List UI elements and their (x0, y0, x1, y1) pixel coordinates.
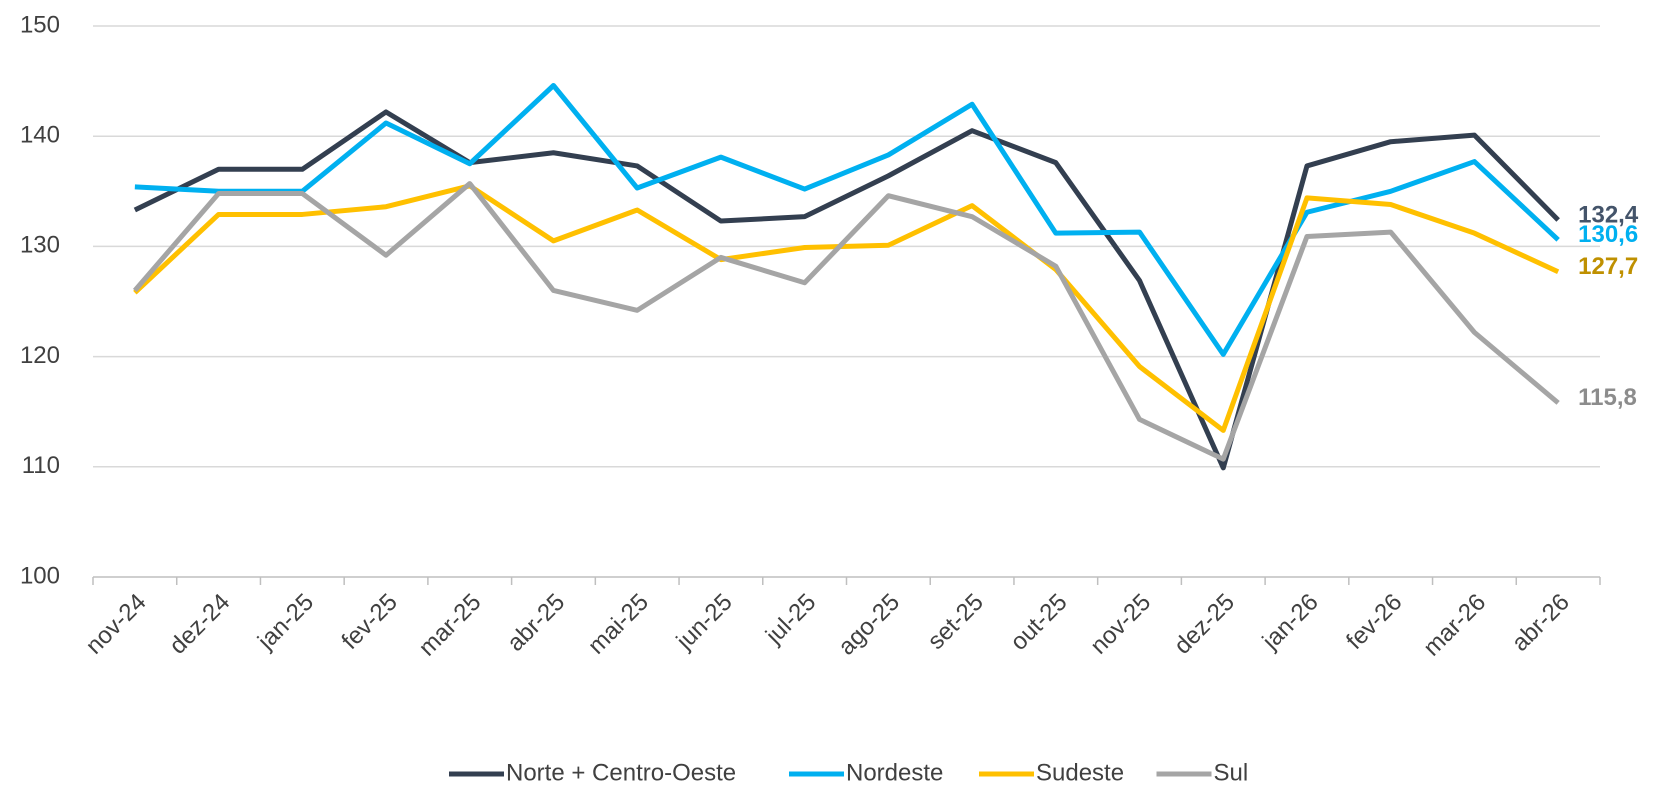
x-tick-label: jun-25 (671, 589, 738, 656)
x-tick-label: mar-25 (414, 589, 487, 662)
legend-label: Sul (1214, 759, 1249, 786)
legend-label: Sudeste (1036, 759, 1124, 786)
series-line (133, 109, 1560, 471)
series-line (133, 183, 1560, 433)
y-tick-label: 140 (20, 122, 60, 149)
x-tick-label: jul-25 (760, 589, 821, 650)
series-line (132, 181, 1560, 462)
x-tick-label: abr-26 (1507, 589, 1575, 657)
y-tick-label: 110 (22, 452, 60, 479)
x-tick-label: ago-25 (833, 589, 905, 661)
y-tick-label: 120 (20, 342, 60, 369)
x-tick-label: dez-25 (1169, 589, 1240, 660)
legend-label: Norte + Centro-Oeste (506, 759, 736, 786)
x-tick-label: out-25 (1005, 589, 1072, 656)
y-tick-label: 130 (20, 232, 60, 259)
data-label: 132,4 (1578, 201, 1639, 228)
x-tick-label: mai-25 (583, 589, 654, 660)
series-line (134, 83, 1560, 357)
x-tick-label: jan-25 (252, 589, 319, 656)
x-tick-label: fev-26 (1341, 589, 1407, 655)
x-tick-label: nov-25 (1085, 589, 1156, 660)
x-tick-label: fev-25 (336, 589, 402, 655)
x-tick-label: mar-26 (1418, 589, 1491, 662)
y-tick-label: 100 (20, 562, 60, 589)
x-tick-label: jan-26 (1257, 589, 1324, 656)
data-label: 127,7 (1578, 253, 1638, 280)
y-tick-label: 150 (20, 11, 60, 38)
x-tick-label: abr-25 (502, 589, 570, 657)
x-tick-label: dez-24 (164, 589, 235, 660)
legend-label: Nordeste (846, 759, 943, 786)
data-label: 115,8 (1578, 384, 1637, 411)
x-tick-label: set-25 (923, 589, 989, 655)
x-tick-label: nov-24 (81, 589, 152, 660)
data-label: 130,6 (1578, 221, 1638, 248)
